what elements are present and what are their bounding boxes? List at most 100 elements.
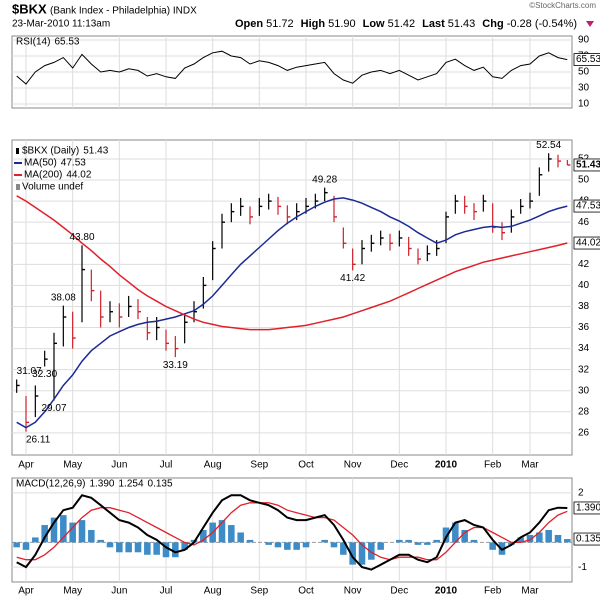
last-value-label: 0.135 xyxy=(576,534,600,545)
histogram-bar xyxy=(461,530,468,543)
histogram-bar xyxy=(274,542,282,548)
histogram-bar xyxy=(88,530,95,543)
x-tick-label: Jun xyxy=(111,460,127,471)
y-tick-label: 28 xyxy=(578,406,590,417)
histogram-bar xyxy=(321,539,328,543)
x-tick-label: Nov xyxy=(344,586,362,597)
histogram-bar xyxy=(545,530,552,543)
last-value-box xyxy=(573,532,600,546)
quote: Open 51.72 High 51.90 Low 51.42 Last 51.43 Chg -0… xyxy=(235,18,577,30)
histogram-bar xyxy=(60,515,67,543)
x-tick-label: 2010 xyxy=(435,460,458,471)
x-tick-label: Sep xyxy=(250,460,268,471)
quote-text: 51.90 xyxy=(328,18,356,30)
y-tick-label: 50 xyxy=(578,67,590,78)
histogram-bar xyxy=(452,522,459,543)
histogram-bar xyxy=(293,542,300,550)
histogram-bar xyxy=(200,530,207,543)
last-value-box xyxy=(573,501,600,515)
datetime: 23-Mar-2010 11:13am xyxy=(12,19,110,30)
x-tick-label: Feb xyxy=(484,460,502,471)
histogram-bar xyxy=(284,542,291,550)
histogram-bar xyxy=(377,542,384,550)
x-tick-label: Aug xyxy=(204,586,222,597)
last-value-box xyxy=(573,53,600,66)
histogram-bar xyxy=(237,532,244,543)
legend-text: 44.02 xyxy=(66,170,91,181)
last-value-label: 51.43 xyxy=(576,160,600,171)
histogram-bar xyxy=(517,537,524,543)
quote-text: 51.72 xyxy=(266,18,294,30)
x-tick-label: Mar xyxy=(521,460,539,471)
legend-text: 65.53 xyxy=(54,37,79,48)
price-annotation: 38.08 xyxy=(51,292,76,303)
histogram-bar xyxy=(265,542,272,545)
down-arrow xyxy=(586,21,594,27)
histogram-bar xyxy=(536,532,543,543)
histogram-bar xyxy=(181,542,188,550)
legend-text: MA(200) xyxy=(24,170,62,181)
histogram-bar xyxy=(554,534,562,543)
last-value-label: 65.53 xyxy=(576,54,600,65)
histogram-bar xyxy=(368,542,375,560)
histogram-bar xyxy=(396,539,403,543)
series-line xyxy=(16,494,568,571)
histogram-bar xyxy=(489,542,496,550)
histogram-bar xyxy=(526,534,534,543)
panel-frame xyxy=(11,477,573,583)
x-tick-label: Oct xyxy=(298,586,314,597)
x-tick-label: May xyxy=(63,460,82,471)
x-tick-label: Jul xyxy=(160,586,173,597)
histogram-bar xyxy=(330,542,338,548)
histogram-bar xyxy=(22,542,30,550)
x-tick-label: Jun xyxy=(111,586,127,597)
y-tick-label: 38 xyxy=(578,301,590,312)
y-tick-label: 36 xyxy=(578,322,590,333)
x-tick-label: Oct xyxy=(298,460,314,471)
y-tick-label: 46 xyxy=(578,217,590,228)
x-tick-label: Nov xyxy=(344,460,362,471)
y-tick-label: 90 xyxy=(578,35,590,46)
histogram-bar xyxy=(424,542,431,545)
legend-icon xyxy=(16,184,20,190)
price-annotation: 32.30 xyxy=(32,369,57,380)
legend-text: 47.53 xyxy=(61,158,86,169)
quote-text: 51.43 xyxy=(448,18,476,30)
quote-text: -0.28 (-0.54%) xyxy=(507,18,577,30)
quote-text: Last xyxy=(422,18,445,30)
quote-text: Chg xyxy=(482,18,503,30)
histogram-bar xyxy=(41,525,48,543)
histogram-bar xyxy=(218,520,226,543)
symbol: $BKX xyxy=(12,1,47,16)
last-value-box xyxy=(573,236,600,250)
legend-text: 51.43 xyxy=(83,146,108,157)
x-tick-label: May xyxy=(63,586,82,597)
y-tick-label: 30 xyxy=(578,385,590,396)
quote-text: High xyxy=(301,18,326,30)
histogram-bar xyxy=(13,542,20,548)
price-annotation: 31.07 xyxy=(17,366,42,377)
histogram-bar xyxy=(134,542,142,553)
quote-text: 51.42 xyxy=(388,18,416,30)
last-value-label: 47.53 xyxy=(576,201,600,212)
x-tick-label: Feb xyxy=(484,586,502,597)
x-tick-label: Aug xyxy=(204,460,222,471)
histogram-bar xyxy=(106,542,114,548)
price-annotation: 52.54 xyxy=(536,140,561,151)
price-annotation: 33.19 xyxy=(163,360,188,371)
histogram-bar xyxy=(97,539,104,543)
histogram-bar xyxy=(32,537,39,543)
legend-text: MACD(12,26,9) xyxy=(16,479,85,490)
histogram-bar xyxy=(405,539,412,543)
x-tick-label: Mar xyxy=(521,586,539,597)
histogram-bar xyxy=(153,542,160,555)
histogram-bar xyxy=(172,542,179,558)
last-value-label: 44.02 xyxy=(576,238,600,249)
y-tick-label: 30 xyxy=(578,83,590,94)
histogram-bar xyxy=(228,525,235,543)
x-tick-label: 2010 xyxy=(435,586,458,597)
histogram-bar xyxy=(340,542,347,555)
histogram-bar xyxy=(470,539,478,543)
price-annotation: 26.11 xyxy=(26,434,51,445)
x-tick-label: Apr xyxy=(18,460,34,471)
